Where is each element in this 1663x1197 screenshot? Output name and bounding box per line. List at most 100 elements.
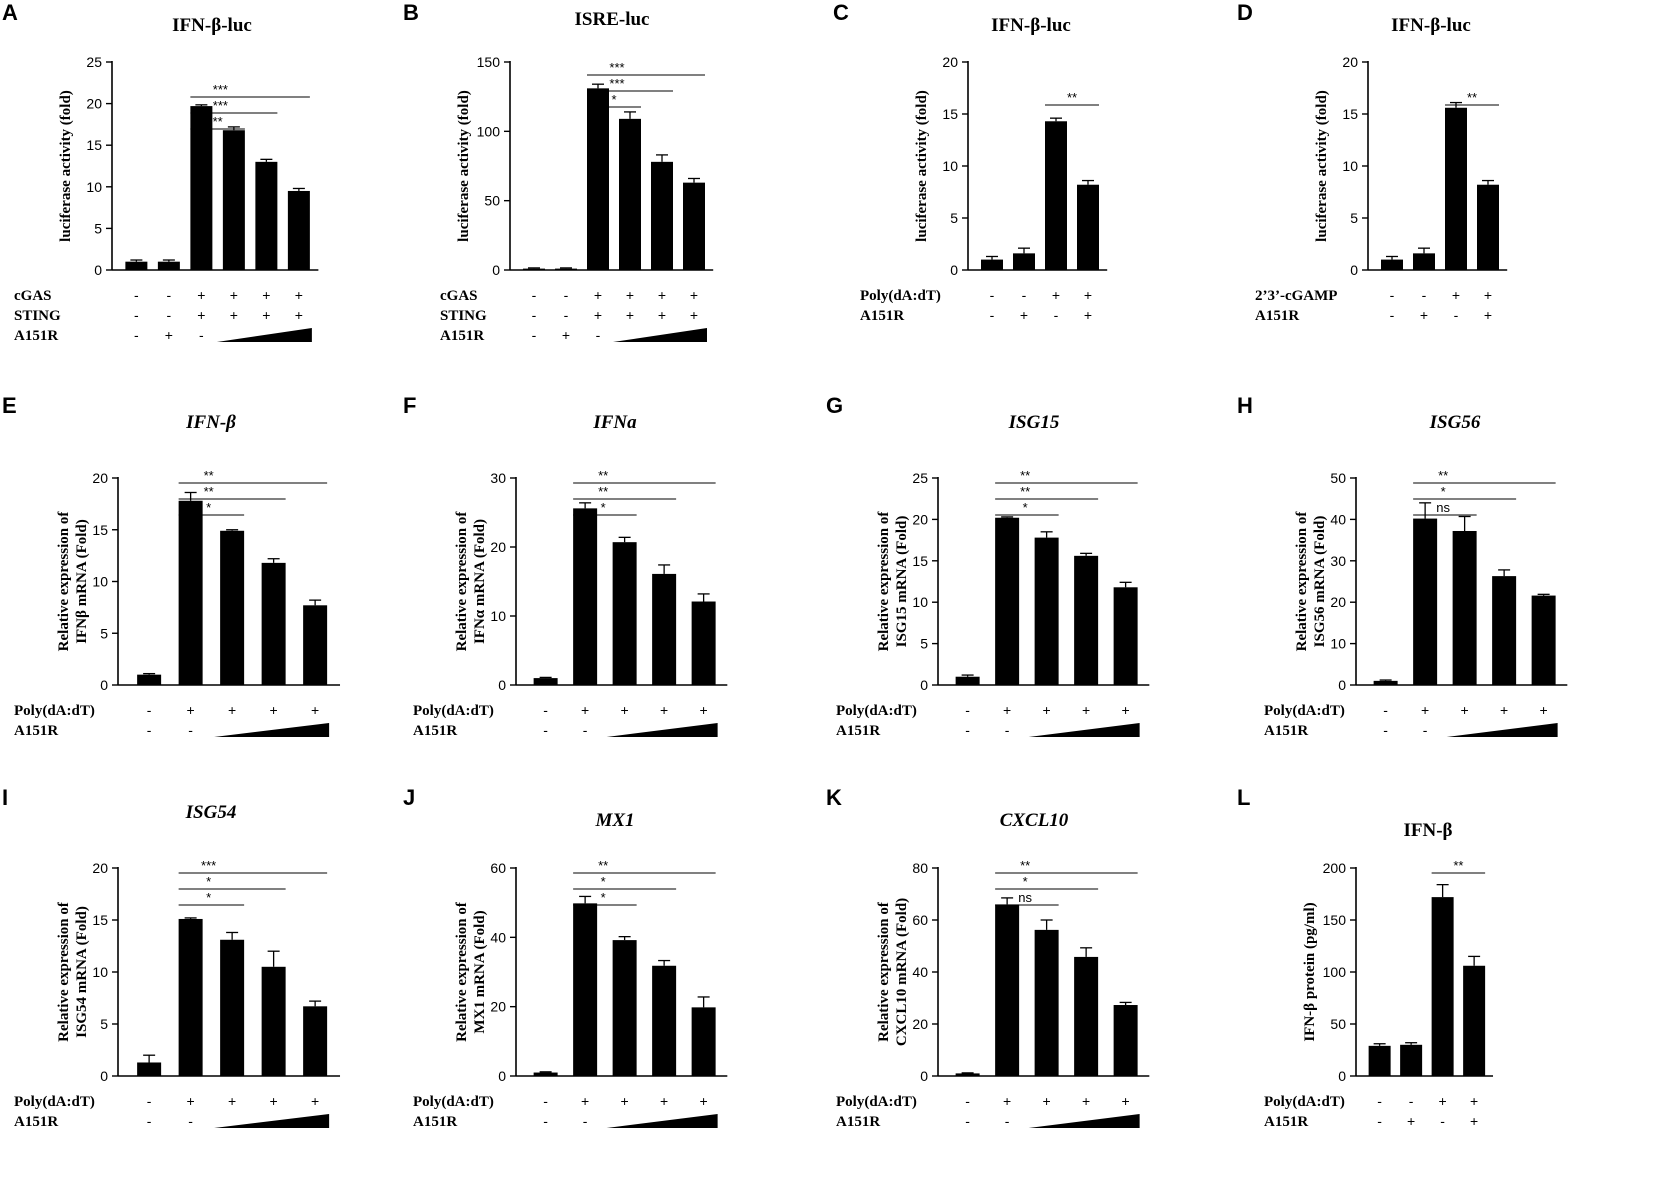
condition-symbol: + — [1439, 1093, 1447, 1109]
condition-label: Poly(dA:dT) — [836, 1094, 917, 1110]
condition-symbol: + — [1470, 1093, 1478, 1109]
bar — [1463, 965, 1486, 1076]
y-tick-label: 50 — [1330, 470, 1346, 486]
condition-label: A151R — [860, 308, 904, 324]
bar — [125, 261, 148, 270]
y-tick-label: 20 — [912, 1016, 928, 1032]
y-tick-label: 20 — [942, 54, 958, 70]
panel-letter: F — [403, 393, 416, 418]
y-tick-label: 10 — [86, 179, 102, 195]
significance-label: ** — [1467, 90, 1477, 105]
panel-g: G ISG15 0 5 10 15 20 25 Relative expression of IS… — [826, 393, 1150, 739]
condition-label: cGAS — [14, 288, 52, 304]
condition-symbol: + — [1052, 287, 1060, 303]
bar — [220, 939, 245, 1076]
dose-gradient-wedge — [613, 328, 707, 342]
chart-title: CXCL10 — [1000, 810, 1069, 831]
condition-symbol: + — [594, 307, 602, 323]
condition-symbol: - — [1005, 1113, 1010, 1129]
y-tick-label: 0 — [100, 1068, 108, 1084]
condition-symbol: + — [230, 287, 238, 303]
y-tick-label: 10 — [912, 594, 928, 610]
panel-f: F IFNa 0 10 20 30 Relative expression of IFNα m… — [403, 393, 728, 739]
condition-symbol: - — [543, 1113, 548, 1129]
y-tick-label: 10 — [1342, 158, 1358, 174]
bar — [1113, 1005, 1138, 1076]
dose-gradient-wedge — [214, 723, 330, 737]
panel-i: I ISG54 0 5 10 15 20 Relative expression of ISG5… — [2, 785, 341, 1130]
panel-h: H ISG56 0 10 20 30 40 50 Relative expression of I… — [1237, 393, 1568, 739]
condition-symbol: + — [1500, 702, 1508, 718]
bar — [691, 1007, 716, 1076]
significance-label: ** — [598, 468, 608, 483]
condition-label: A151R — [413, 723, 457, 739]
y-tick-label: 0 — [498, 1068, 506, 1084]
y-tick-label: 0 — [1350, 262, 1358, 278]
y-tick-label: 50 — [1330, 1016, 1346, 1032]
panel-letter: D — [1237, 0, 1253, 25]
panel-d: D IFN-β-luc 0 5 10 15 20 luciferase activity (f… — [1237, 0, 1508, 324]
significance-label: *** — [213, 82, 228, 97]
condition-symbol: + — [197, 307, 205, 323]
panel-letter: I — [2, 785, 8, 810]
condition-symbol: + — [1484, 287, 1492, 303]
condition-symbol: + — [187, 702, 195, 718]
bar — [1074, 555, 1099, 685]
condition-label: Poly(dA:dT) — [413, 1094, 494, 1110]
y-tick-label: 20 — [86, 96, 102, 112]
y-tick-label: 15 — [912, 553, 928, 569]
panel-letter: H — [1237, 393, 1253, 418]
significance-label: * — [1023, 500, 1028, 515]
panel-letter: C — [833, 0, 849, 25]
condition-label: A151R — [440, 328, 484, 344]
y-tick-label: 150 — [477, 54, 501, 70]
bar — [287, 190, 310, 270]
y-tick-label: 0 — [920, 1068, 928, 1084]
y-tick-label: 5 — [100, 1016, 108, 1032]
condition-symbol: - — [188, 722, 193, 738]
significance-label: ns — [1436, 500, 1450, 515]
condition-symbol: - — [1377, 1113, 1382, 1129]
condition-symbol: - — [990, 287, 995, 303]
condition-symbol: - — [1440, 1113, 1445, 1129]
condition-symbol: - — [543, 722, 548, 738]
condition-symbol: + — [1082, 702, 1090, 718]
condition-symbol: + — [295, 287, 303, 303]
bar — [533, 678, 558, 685]
condition-symbol: - — [543, 702, 548, 718]
significance-label: * — [1023, 874, 1028, 889]
dose-gradient-wedge — [214, 1114, 330, 1128]
condition-label: A151R — [1264, 1114, 1308, 1130]
significance-label: ** — [1438, 468, 1448, 483]
significance-label: * — [601, 890, 606, 905]
y-tick-label: 40 — [912, 964, 928, 980]
y-tick-label: 15 — [92, 522, 108, 538]
y-tick-label: 5 — [1350, 210, 1358, 226]
y-tick-label: 5 — [950, 210, 958, 226]
condition-symbol: + — [594, 287, 602, 303]
y-tick-label: 0 — [498, 677, 506, 693]
condition-label: cGAS — [440, 288, 478, 304]
significance-label: *** — [609, 76, 624, 91]
condition-symbol: - — [147, 702, 152, 718]
condition-symbol: + — [690, 307, 698, 323]
significance-label: ** — [1020, 858, 1030, 873]
y-tick-label: 0 — [950, 262, 958, 278]
bar — [303, 1006, 328, 1076]
condition-symbol: - — [965, 702, 970, 718]
condition-symbol: + — [562, 327, 570, 343]
y-tick-label: 20 — [912, 511, 928, 527]
condition-symbol: + — [1084, 307, 1092, 323]
condition-label: Poly(dA:dT) — [836, 703, 917, 719]
significance-label: * — [206, 500, 211, 515]
significance-label: * — [206, 874, 211, 889]
chart-title: IFN-β-luc — [172, 15, 252, 36]
bar — [651, 161, 673, 270]
condition-symbol: + — [660, 1093, 668, 1109]
bar — [1413, 253, 1435, 270]
condition-symbol: - — [134, 287, 139, 303]
bar — [1381, 259, 1403, 270]
condition-label: STING — [14, 308, 61, 324]
chart-title: MX1 — [594, 810, 634, 831]
y-tick-label: 10 — [490, 608, 506, 624]
